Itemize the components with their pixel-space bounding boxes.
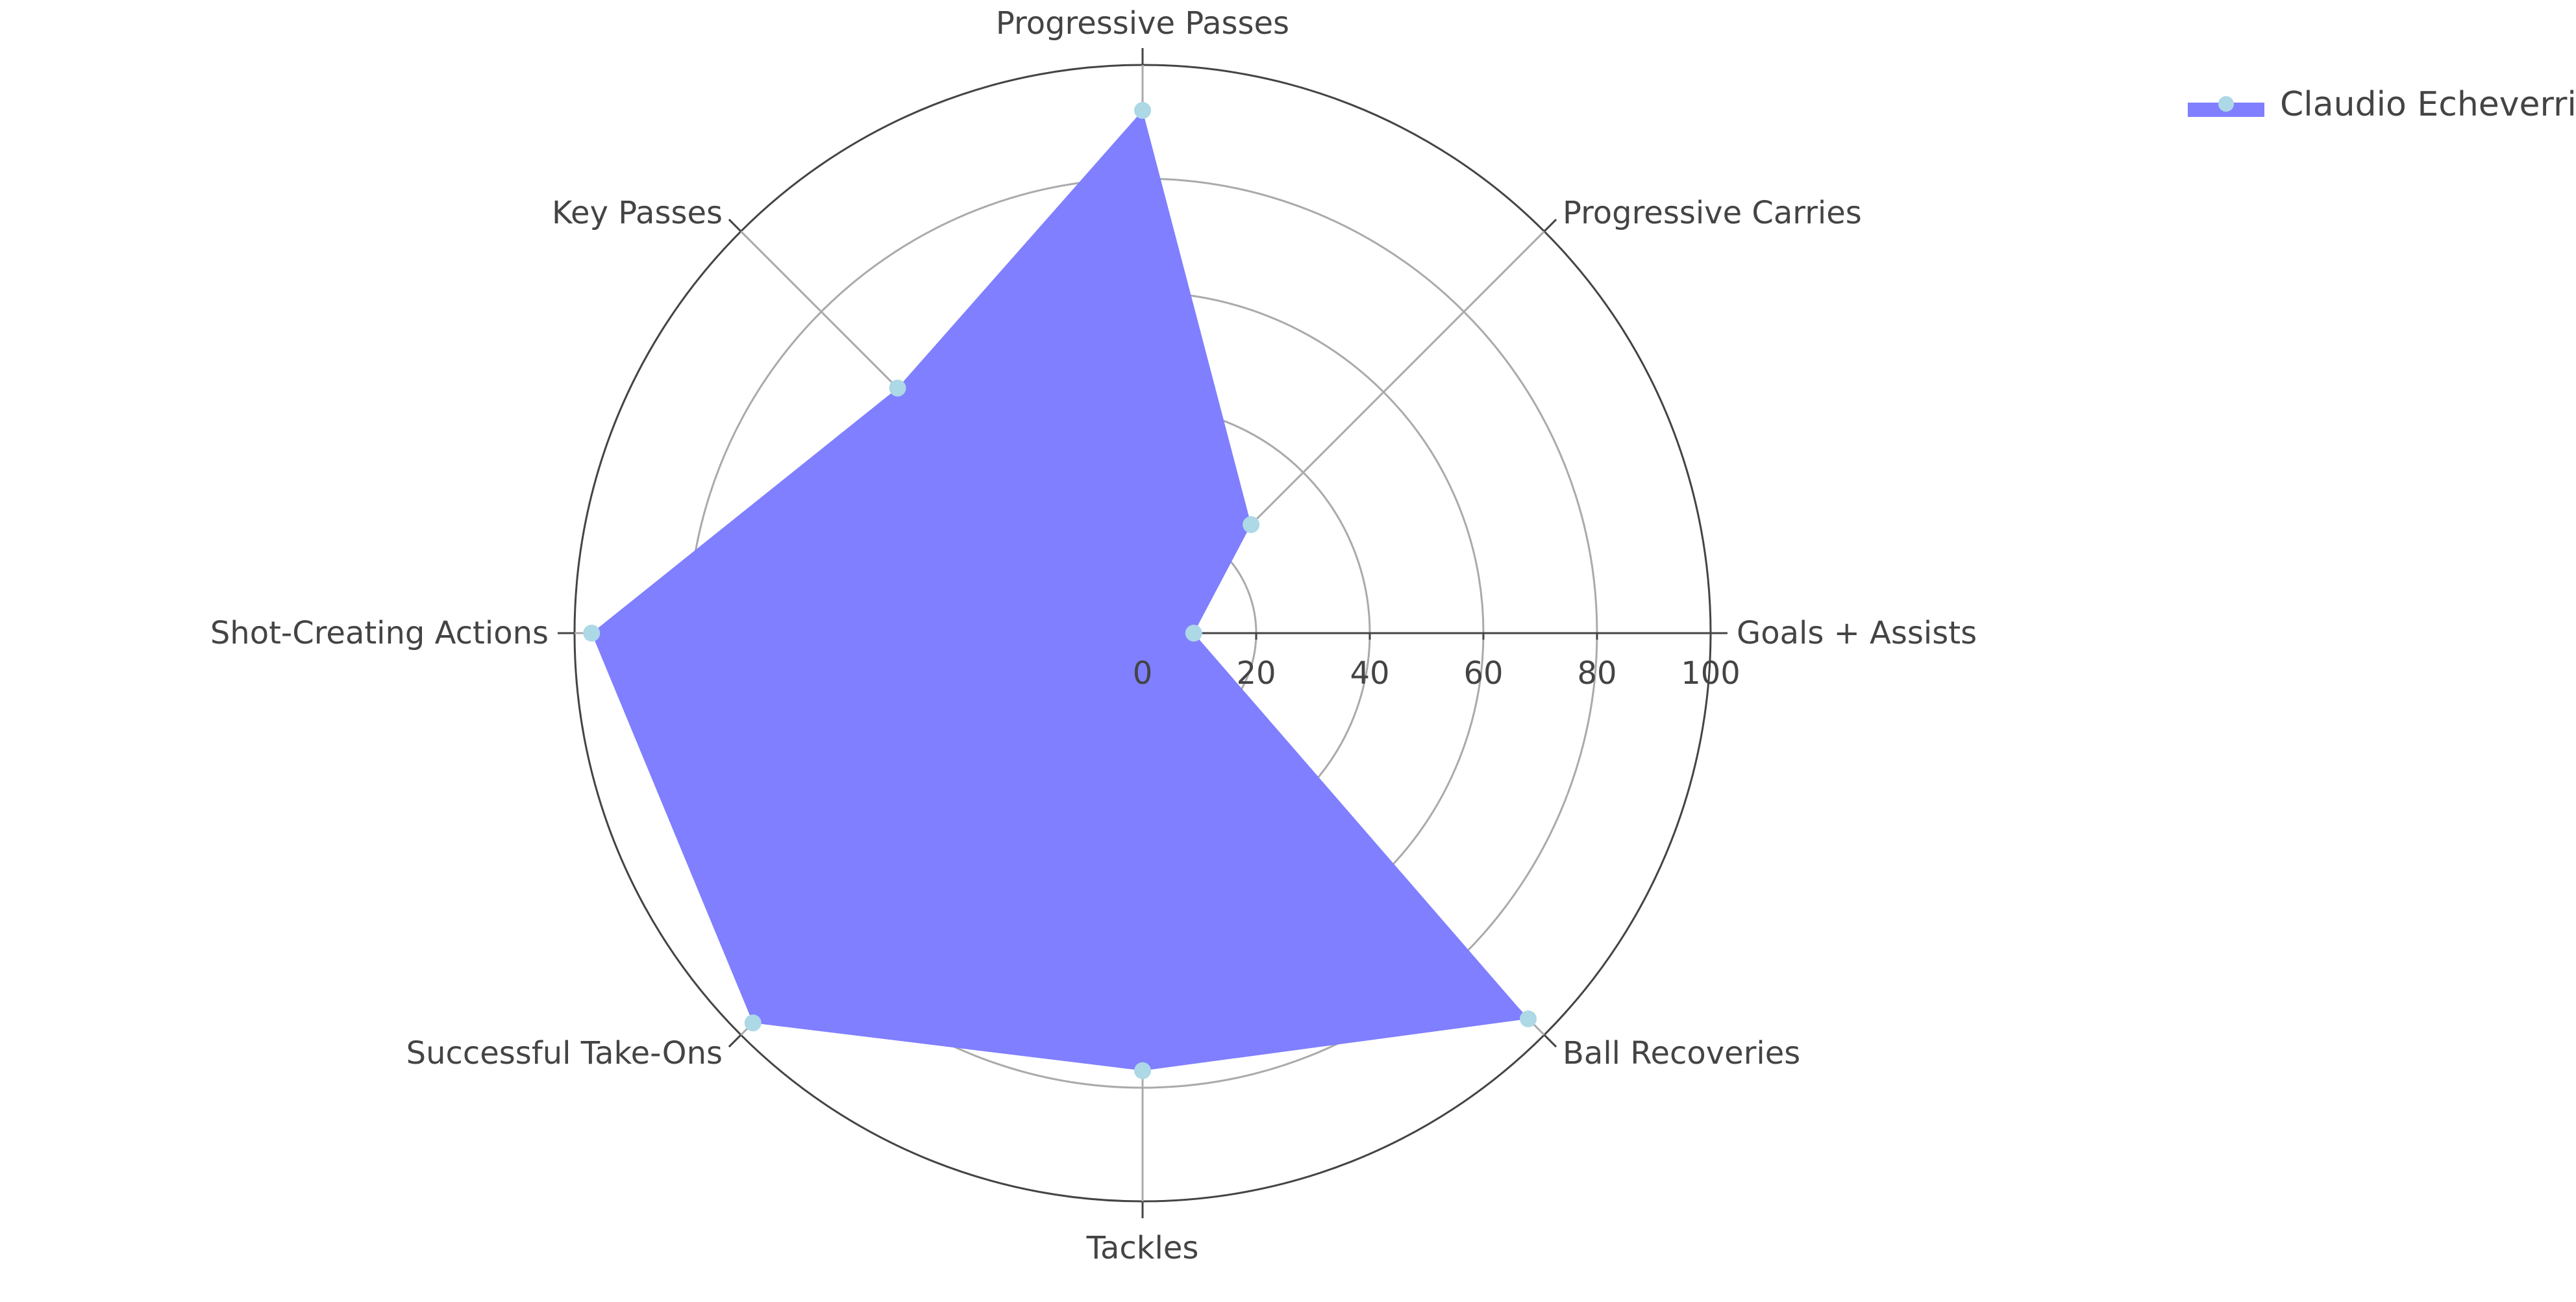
- axis-label: Shot-Creating Actions: [210, 615, 549, 651]
- spoke-tick: [1543, 218, 1557, 232]
- axis-label: Goals + Assists: [1737, 615, 1977, 651]
- tick-label-layer: 0 20 40 60 80 100: [1133, 655, 1740, 692]
- data-point[interactable]: [889, 379, 906, 397]
- legend[interactable]: Claudio Echeverri: [2188, 85, 2576, 124]
- data-point[interactable]: [744, 1014, 762, 1032]
- axis-label: Tackles: [1086, 1230, 1199, 1266]
- radial-tick-label: 100: [1681, 655, 1740, 692]
- spoke-tick: [728, 218, 742, 232]
- legend-marker: [2218, 96, 2234, 112]
- data-point[interactable]: [1243, 516, 1260, 533]
- axis-label: Progressive Passes: [996, 5, 1289, 42]
- axis-label: Successful Take-Ons: [406, 1035, 723, 1071]
- series-area: [591, 110, 1528, 1071]
- axis-label: Key Passes: [552, 195, 723, 231]
- spoke-tick: [728, 1034, 742, 1048]
- data-point[interactable]: [1134, 1062, 1151, 1079]
- radial-tick-label: 80: [1577, 655, 1616, 692]
- axis-label: Ball Recoveries: [1563, 1035, 1800, 1071]
- axis-label-layer: Goals + Assists Progressive Carries Progre…: [210, 5, 1977, 1266]
- radial-tick-label: 0: [1133, 655, 1153, 692]
- spoke-tick: [1543, 1034, 1557, 1048]
- radial-tick-label: 60: [1463, 655, 1503, 692]
- series-layer: [583, 102, 1537, 1079]
- data-point[interactable]: [1185, 625, 1202, 642]
- legend-label: Claudio Echeverri: [2280, 85, 2576, 124]
- radial-tick-label: 40: [1350, 655, 1389, 692]
- data-point[interactable]: [1520, 1010, 1537, 1027]
- data-point[interactable]: [1134, 102, 1151, 119]
- radial-tick-label: 20: [1236, 655, 1276, 692]
- axis-label: Progressive Carries: [1563, 195, 1862, 231]
- data-point[interactable]: [583, 625, 601, 642]
